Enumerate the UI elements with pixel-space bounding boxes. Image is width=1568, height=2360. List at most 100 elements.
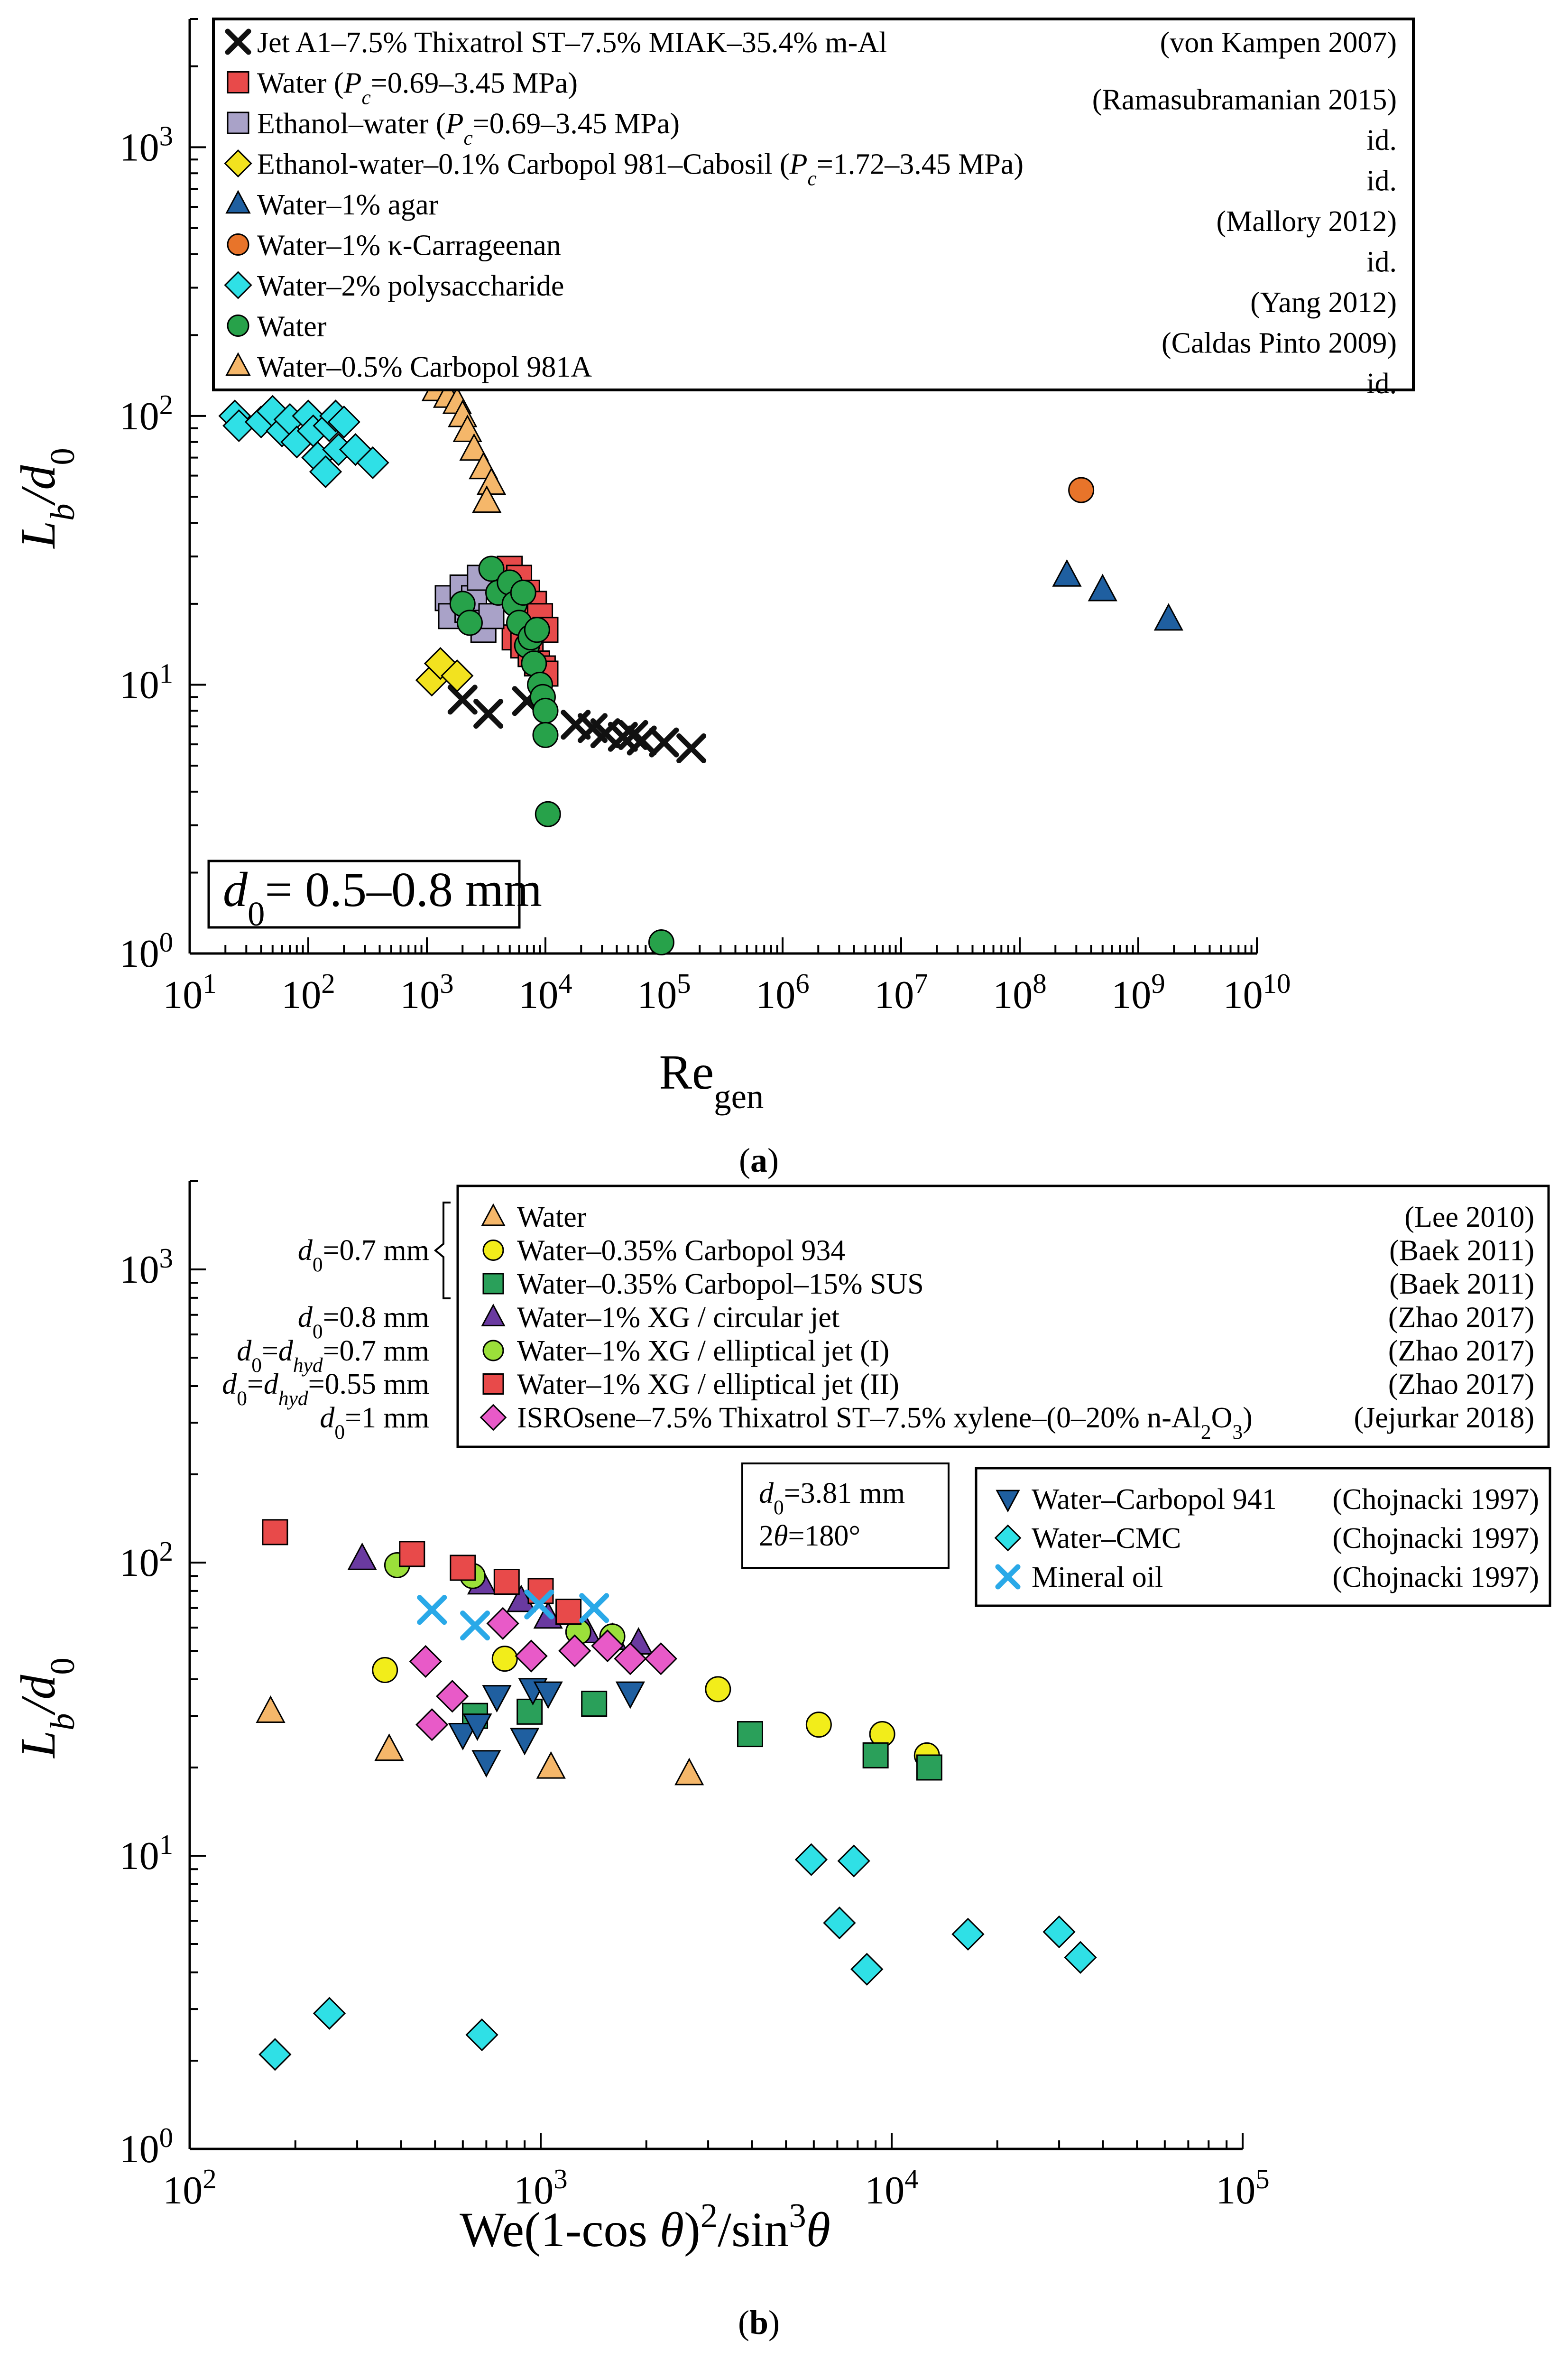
text-span: ) [684, 2203, 701, 2257]
text-span: 10 [120, 932, 159, 976]
data-point [258, 2038, 292, 2071]
text-span: Water–1% XG / circular jet [517, 1302, 839, 1334]
marker-x-stroke [577, 713, 608, 743]
legend-entry-label: Water–1% κ-Carrageenan [257, 230, 561, 262]
text-span: ) [768, 2304, 780, 2341]
legend-entry-label: Water [517, 1201, 587, 1233]
x-tick-label: 105 [637, 968, 691, 1018]
legend-entry-label: Water–1% XG / elliptical jet (II) [517, 1369, 899, 1401]
legend-marker [224, 271, 252, 299]
data-point [555, 1599, 582, 1625]
text-span: 9 [1151, 968, 1165, 999]
data-point [823, 1907, 856, 1940]
text-span: =0.8 mm [323, 1301, 429, 1333]
legend-entry-label: Jet A1–7.5% Thixatrol ST–7.5% MIAK–35.4%… [257, 27, 887, 59]
y-tick-label: 103 [120, 1243, 173, 1292]
text-span: 0 [251, 1354, 262, 1377]
x-tick-label: 103 [400, 968, 453, 1018]
legend-marker [996, 1490, 1020, 1513]
data-point [536, 1751, 566, 1779]
data-point [581, 1691, 608, 1717]
legend-b1-box [456, 1185, 1550, 1448]
text-span: 2 [759, 1520, 774, 1552]
data-point [441, 659, 474, 693]
text-span: 10 [1263, 968, 1291, 999]
text-span: 4 [558, 968, 572, 999]
legend-entry-label: Ethanol–water (Pc=0.69–3.45 MPa) [257, 108, 680, 149]
text-span: L [11, 1731, 65, 1759]
text-span: 1 [203, 968, 216, 999]
legend-marker [224, 149, 252, 178]
data-point [916, 1754, 942, 1781]
text-span: 2 [1201, 1421, 1211, 1444]
annotation-b-line2: 2θ=180° [759, 1520, 860, 1552]
text-span: 10 [120, 1834, 159, 1878]
legend-entry-label: Water–1% agar [257, 189, 439, 221]
text-span: 0 [43, 448, 82, 465]
data-point [478, 555, 505, 582]
data-point [648, 929, 674, 956]
marker-x-stroke [676, 733, 707, 763]
legend-entry-label: Water–1% XG / elliptical jet (I) [517, 1335, 889, 1367]
text-span: 10 [120, 394, 159, 438]
text-span: 10 [120, 125, 159, 169]
data-point [450, 1555, 476, 1581]
text-span: Water–1% XG / elliptical jet (II) [517, 1369, 899, 1401]
text-span: 10 [756, 973, 795, 1017]
data-point [533, 1681, 563, 1709]
x-tick-label: 102 [281, 968, 335, 1018]
legend-a: Jet A1–7.5% Thixatrol ST–7.5% MIAK–35.4%… [212, 18, 1415, 400]
legend-entry-source: (Mallory 2012) [1216, 205, 1397, 238]
data-point [327, 405, 360, 439]
text-span: 1 [159, 1829, 173, 1860]
data-point [794, 1843, 828, 1876]
text-span: L [11, 521, 65, 549]
text-span: = 0.5–0.8 mm [265, 862, 542, 917]
data-point [510, 1728, 540, 1756]
text-span: 10 [163, 973, 203, 1017]
legend-entry-source: (von Kampen 2007) [1160, 27, 1397, 59]
series-8 [421, 373, 507, 513]
text-span: d [298, 1234, 313, 1267]
series-6 [218, 395, 389, 489]
series-3 [415, 647, 474, 697]
legend-entry-label: Water–Carbopol 941 [1032, 1483, 1277, 1516]
text-span: d [759, 1477, 774, 1509]
side-label: d0=0.7 mm [298, 1234, 429, 1276]
text-span: 2 [701, 2196, 718, 2235]
annotation-b-box [741, 1462, 950, 1569]
annotation-a: d0= 0.5–0.8 mm [207, 860, 542, 933]
data-point [473, 699, 504, 729]
data-point [460, 1610, 490, 1641]
data-point [256, 1695, 286, 1723]
legend-entry-label: Water (Pc=0.69–3.45 MPa) [257, 67, 578, 109]
x-tick-label: 1010 [1223, 968, 1291, 1018]
side-label: d0=1 mm [320, 1402, 429, 1444]
data-point [805, 1712, 832, 1738]
legend-marker [227, 233, 249, 256]
text-span: =180° [788, 1520, 860, 1552]
x-tick-label: 104 [865, 2164, 918, 2213]
legend-a-box [212, 18, 1415, 391]
text-span: =0.55 mm [308, 1368, 429, 1400]
series-5 [1068, 477, 1095, 503]
text-span: Water–0.35% Carbopol–15% SUS [517, 1268, 924, 1300]
text-span: Ethanol-water–0.1% Carbopol 981–Cabosil … [257, 148, 790, 181]
legend-entry-source: (Chojnacki 1997) [1332, 1483, 1539, 1516]
text-span: 0 [159, 927, 173, 958]
series-4 [1052, 559, 1183, 631]
text-span: 5 [677, 968, 691, 999]
text-span: 3 [789, 2196, 806, 2235]
data-point [705, 1676, 731, 1703]
legend-entry-label: Water–2% polysaccharide [257, 270, 564, 302]
text-span: ) [767, 1141, 779, 1179]
text-span: 0 [313, 1253, 323, 1276]
text-span: P [445, 108, 464, 140]
text-span: 10 [120, 1541, 159, 1585]
text-span: c [464, 127, 473, 149]
text-span: 10 [518, 973, 558, 1017]
data-point [1068, 477, 1095, 503]
data-point [417, 1595, 447, 1625]
marker-x-stroke [473, 699, 504, 729]
